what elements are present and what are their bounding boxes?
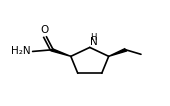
Polygon shape: [109, 49, 127, 56]
Text: N: N: [90, 37, 98, 47]
Text: O: O: [40, 25, 49, 35]
Polygon shape: [51, 49, 71, 56]
Text: H: H: [90, 33, 96, 42]
Text: H₂N: H₂N: [11, 46, 31, 56]
